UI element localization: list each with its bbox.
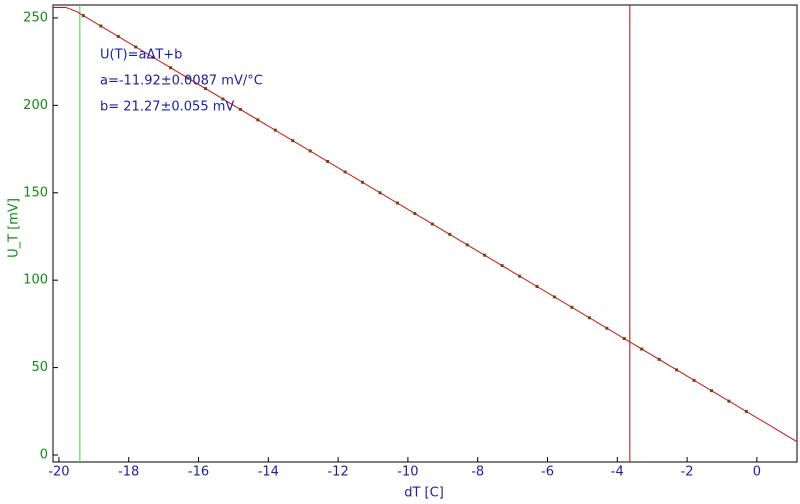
y-tick-label: 50: [31, 360, 48, 375]
x-tick-label: -12: [327, 465, 348, 480]
x-tick-label: -4: [611, 465, 624, 480]
y-tick-label: 0: [40, 448, 48, 463]
y-axis-label: U_T [mV]: [7, 198, 22, 258]
x-tick-label: -14: [258, 465, 279, 480]
x-tick-label: -16: [188, 465, 209, 480]
fit-line: [53, 6, 798, 443]
x-tick-label: -10: [397, 465, 418, 480]
y-tick-label: 100: [23, 273, 48, 288]
fit-annotation: b= 21.27±0.055 mV: [100, 100, 234, 115]
x-tick-label: -8: [471, 465, 484, 480]
y-tick-label: 250: [23, 10, 48, 25]
x-tick-label: 0: [753, 465, 761, 480]
x-tick-label: -2: [681, 465, 694, 480]
x-tick-label: -6: [541, 465, 554, 480]
x-tick-label: -18: [118, 465, 139, 480]
fit-annotation: U(T)=aΔT+b: [100, 48, 182, 63]
y-tick-label: 150: [23, 185, 48, 200]
fit-annotation: a=-11.92±0.0087 mV/°C: [100, 74, 263, 89]
x-tick-label: -20: [48, 465, 69, 480]
y-tick-label: 200: [23, 98, 48, 113]
x-axis-label: dT [C]: [404, 486, 444, 501]
plot-frame: [52, 4, 798, 463]
